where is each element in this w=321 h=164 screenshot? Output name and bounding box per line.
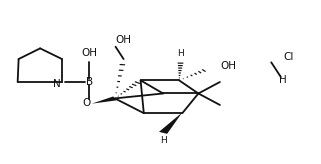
Text: OH: OH xyxy=(81,48,97,58)
Text: N: N xyxy=(53,79,60,89)
Polygon shape xyxy=(92,96,117,104)
Text: H: H xyxy=(279,75,286,85)
Text: Cl: Cl xyxy=(284,52,294,62)
Text: O: O xyxy=(82,98,91,107)
Text: OH: OH xyxy=(221,61,237,71)
Text: H: H xyxy=(177,49,184,58)
Text: OH: OH xyxy=(115,35,131,45)
Text: H: H xyxy=(160,136,167,145)
Polygon shape xyxy=(159,112,182,134)
Text: B: B xyxy=(86,77,93,87)
